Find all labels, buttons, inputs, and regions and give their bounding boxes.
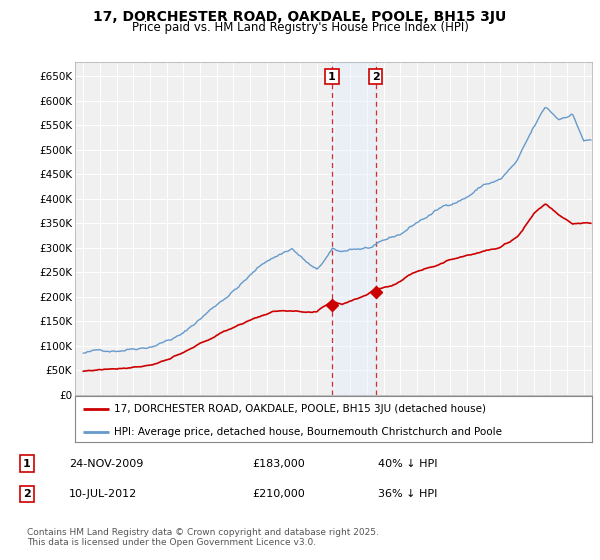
Text: £210,000: £210,000 — [252, 489, 305, 499]
Text: 17, DORCHESTER ROAD, OAKDALE, POOLE, BH15 3JU (detached house): 17, DORCHESTER ROAD, OAKDALE, POOLE, BH1… — [114, 404, 486, 414]
Text: 17, DORCHESTER ROAD, OAKDALE, POOLE, BH15 3JU: 17, DORCHESTER ROAD, OAKDALE, POOLE, BH1… — [94, 10, 506, 24]
Text: Price paid vs. HM Land Registry's House Price Index (HPI): Price paid vs. HM Land Registry's House … — [131, 21, 469, 34]
Text: Contains HM Land Registry data © Crown copyright and database right 2025.
This d: Contains HM Land Registry data © Crown c… — [27, 528, 379, 547]
Text: 24-NOV-2009: 24-NOV-2009 — [69, 459, 143, 469]
Text: 1: 1 — [328, 72, 336, 82]
Text: HPI: Average price, detached house, Bournemouth Christchurch and Poole: HPI: Average price, detached house, Bour… — [114, 427, 502, 437]
Text: £183,000: £183,000 — [252, 459, 305, 469]
Text: 10-JUL-2012: 10-JUL-2012 — [69, 489, 137, 499]
Text: 40% ↓ HPI: 40% ↓ HPI — [378, 459, 437, 469]
Text: 1: 1 — [23, 459, 31, 469]
Bar — [332, 62, 376, 395]
Text: 2: 2 — [372, 72, 380, 82]
Text: 2: 2 — [23, 489, 31, 499]
Text: 36% ↓ HPI: 36% ↓ HPI — [378, 489, 437, 499]
